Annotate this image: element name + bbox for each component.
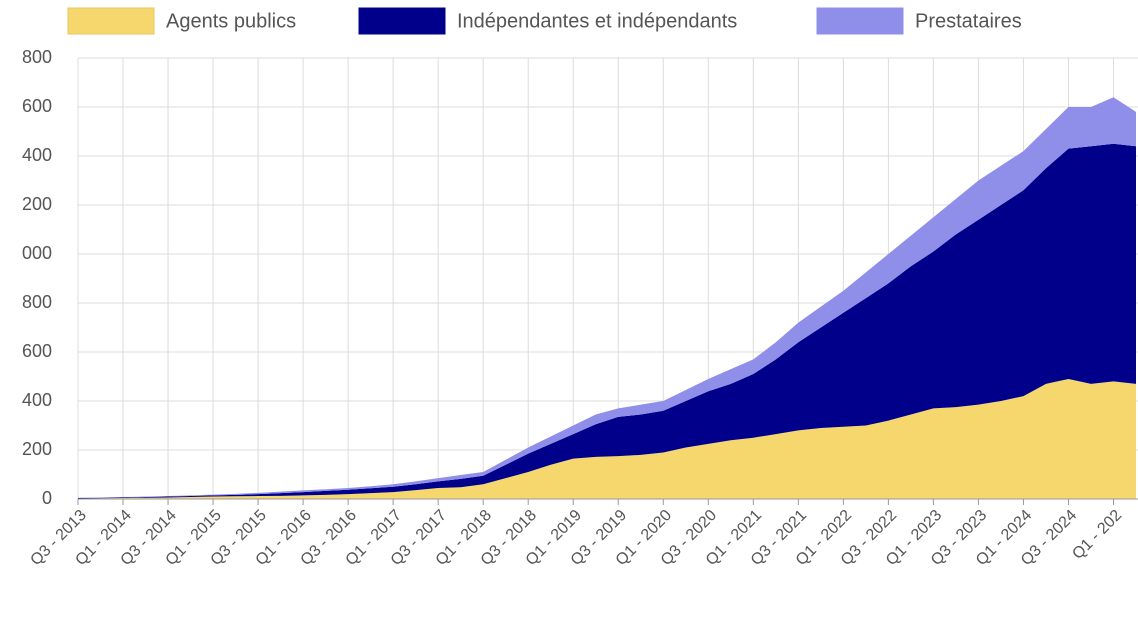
- area: [78, 378, 1136, 499]
- legend-swatch: [67, 7, 155, 35]
- y-tick-label: 600: [22, 96, 52, 116]
- legend-label: Agents publics: [166, 10, 296, 32]
- y-tick-label: 400: [22, 145, 52, 165]
- y-tick-label: 200: [22, 194, 52, 214]
- y-tick-label: 400: [22, 390, 52, 410]
- x-tick-label: Q1 - 202: [1069, 507, 1125, 563]
- y-tick-label: 200: [22, 439, 52, 459]
- area: [78, 97, 1136, 499]
- y-tick-label: 600: [22, 341, 52, 361]
- legend-swatch: [816, 7, 904, 35]
- y-tick-label: 800: [22, 47, 52, 67]
- y-tick-label: 0: [42, 488, 52, 508]
- legend-label: Prestataires: [915, 10, 1022, 32]
- legend: Agents publics Indépendantes et indépenda…: [67, 7, 1022, 35]
- legend-swatch: [358, 7, 446, 35]
- y-tick-label: 000: [22, 243, 52, 263]
- legend-label: Indépendantes et indépendants: [457, 10, 737, 32]
- area: [78, 143, 1136, 499]
- y-tick-label: 800: [22, 292, 52, 312]
- areas: [78, 97, 1136, 499]
